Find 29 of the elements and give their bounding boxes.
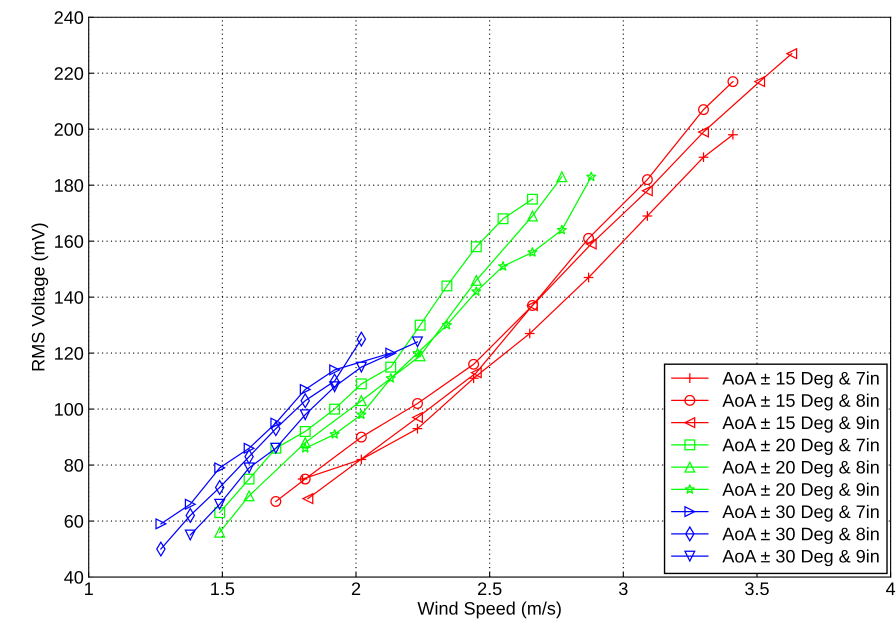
y-tick-label: 80 [64,459,84,472]
y-tick-label: 180 [55,179,84,192]
y-tick-label: 60 [64,514,84,528]
x-tick-label: 2.5 [478,582,502,596]
x-tick-label: 1.5 [211,582,234,596]
legend-label: AoA ± 30 Deg & 7in [722,504,879,522]
x-tick-label: 1 [85,582,93,595]
legend-label: AoA ± 30 Deg & 9in [722,549,879,566]
x-tick-label: 4 [886,582,896,595]
legend-label: AoA ± 20 Deg & 8in [722,460,879,478]
x-tick-label: 3 [618,582,628,596]
y-tick-label: 120 [55,347,84,360]
y-tick-label: 160 [55,235,84,248]
legend-label: AoA ± 20 Deg & 9in [722,482,879,500]
x-tick-label: 2 [352,582,360,595]
legend-label: AoA ± 15 Deg & 9in [722,416,879,433]
y-tick-label: 220 [54,67,84,80]
y-tick-label: 100 [55,403,84,416]
legend-label: AoA ± 15 Deg & 7in [722,371,879,388]
y-tick-label: 40 [64,570,84,584]
legend-label: AoA ± 15 Deg & 8in [722,394,879,410]
y-tick-label: 240 [54,11,84,24]
legend-label: AoA ± 30 Deg & 8in [722,527,879,544]
y-tick-label: 140 [55,291,84,304]
y-tick-label: 200 [54,123,84,136]
x-axis-title: Wind Speed (m/s) [418,601,561,618]
legend-label: AoA ± 20 Deg & 7in [722,438,879,455]
y-axis-title: RMS Voltage (mV) [31,224,48,370]
x-tick-label: 3.5 [745,582,769,596]
